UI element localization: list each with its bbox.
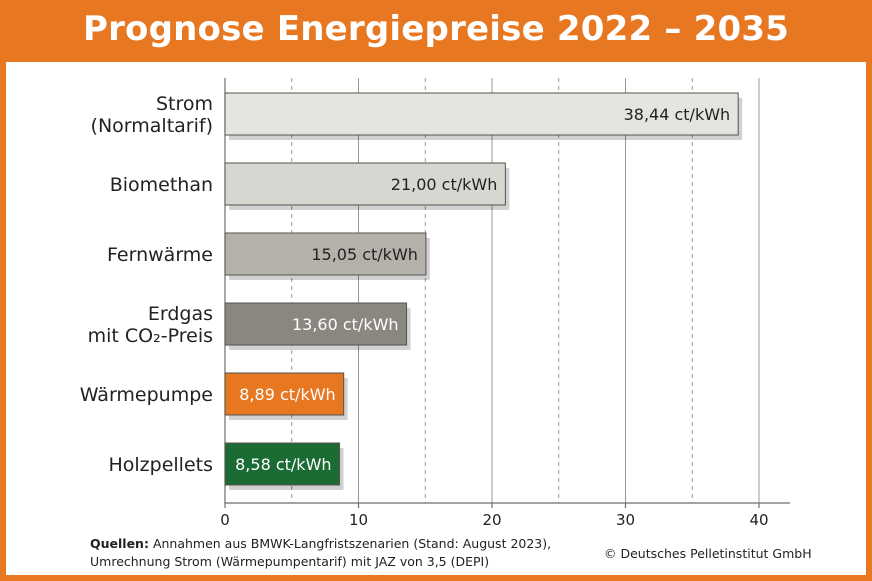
- bar-value-label: 21,00 ct/kWh: [391, 175, 498, 194]
- chart-title: Prognose Energiepreise 2022 – 2035: [82, 9, 790, 49]
- bar: [224, 232, 427, 276]
- category-label: mit CO₂-Preis: [88, 325, 213, 347]
- bar: [224, 162, 506, 206]
- sources-line-1: Annahmen aus BMWK-Langfristszenarien (St…: [152, 536, 552, 551]
- x-tick-label: 0: [220, 511, 230, 529]
- bar-value-label: 15,05 ct/kWh: [311, 245, 418, 264]
- bar: [224, 92, 739, 136]
- bar-value-label: 8,89 ct/kWh: [239, 385, 335, 404]
- sources-label: Quellen:: [90, 536, 149, 551]
- category-label: Holzpellets: [108, 454, 213, 476]
- category-label: (Normaltarif): [91, 115, 213, 137]
- category-label: Erdgas: [148, 303, 213, 325]
- chart-panel: [6, 62, 866, 575]
- copyright-note: © Deutsches Pelletinstitut GmbH: [604, 546, 812, 561]
- bar: [224, 442, 341, 486]
- x-tick-label: 20: [482, 511, 501, 529]
- bar: [224, 302, 408, 346]
- category-label: Strom: [156, 93, 213, 115]
- x-tick-label: 30: [616, 511, 635, 529]
- x-tick-label: 10: [349, 511, 368, 529]
- sources-note: Quellen: Annahmen aus BMWK-Langfristszen…: [90, 535, 570, 571]
- category-label: Wärmepumpe: [80, 384, 213, 406]
- bar: [224, 372, 345, 416]
- sources-line-2: Umrechnung Strom (Wärmepumpentarif) mit …: [90, 554, 490, 569]
- bar-value-label: 8,58 ct/kWh: [235, 455, 331, 474]
- bar-value-label: 13,60 ct/kWh: [292, 315, 399, 334]
- bar-value-label: 38,44 ct/kWh: [624, 105, 731, 124]
- category-label: Fernwärme: [107, 244, 213, 266]
- category-label: Biomethan: [110, 174, 213, 196]
- x-tick-label: 40: [749, 511, 768, 529]
